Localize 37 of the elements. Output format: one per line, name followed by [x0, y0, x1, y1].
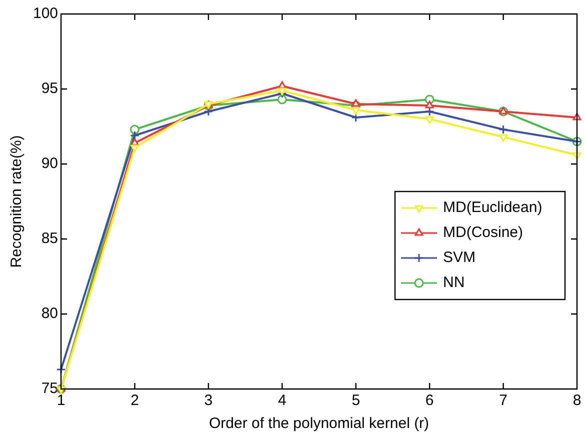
point: [277, 94, 287, 104]
point: [130, 130, 140, 140]
legend-label: SVM: [443, 249, 476, 266]
point: [425, 100, 434, 108]
x-tick-label: 4: [278, 392, 286, 410]
point: [424, 106, 434, 116]
legend-label: MD(Euclidean): [443, 199, 542, 216]
y-tick-label: 80: [41, 305, 58, 322]
x-tick-label: 7: [499, 392, 508, 410]
point: [352, 99, 360, 107]
y-tick-label: 75: [41, 380, 58, 398]
y-tick-label: 85: [41, 230, 58, 248]
point: [130, 144, 139, 152]
point: [204, 106, 214, 116]
y-axis-title: Recognition rate(%): [8, 135, 26, 268]
x-tick-label: 8: [572, 392, 582, 410]
point: [351, 112, 361, 122]
y-tick-label: 95: [41, 80, 58, 98]
y-tick-label: 90: [41, 155, 58, 172]
point: [499, 134, 508, 142]
x-tick-label: 3: [204, 392, 213, 410]
point: [498, 124, 508, 134]
point: [425, 116, 434, 124]
x-tick-label: 2: [130, 392, 139, 410]
point: [352, 107, 360, 115]
x-axis-title: Order of the polynomial kernel (r): [208, 415, 430, 432]
point: [130, 124, 140, 134]
point: [278, 81, 286, 89]
legend-label: MD(Cosine): [443, 224, 524, 242]
point: [56, 364, 66, 374]
legend-label: NN: [443, 274, 465, 292]
x-tick-label: 1: [56, 392, 66, 410]
x-tick-label: 5: [352, 392, 360, 410]
point: [572, 112, 582, 120]
x-tick-label: 6: [425, 392, 434, 410]
point: [278, 88, 286, 96]
y-tick-label: 100: [32, 5, 58, 22]
